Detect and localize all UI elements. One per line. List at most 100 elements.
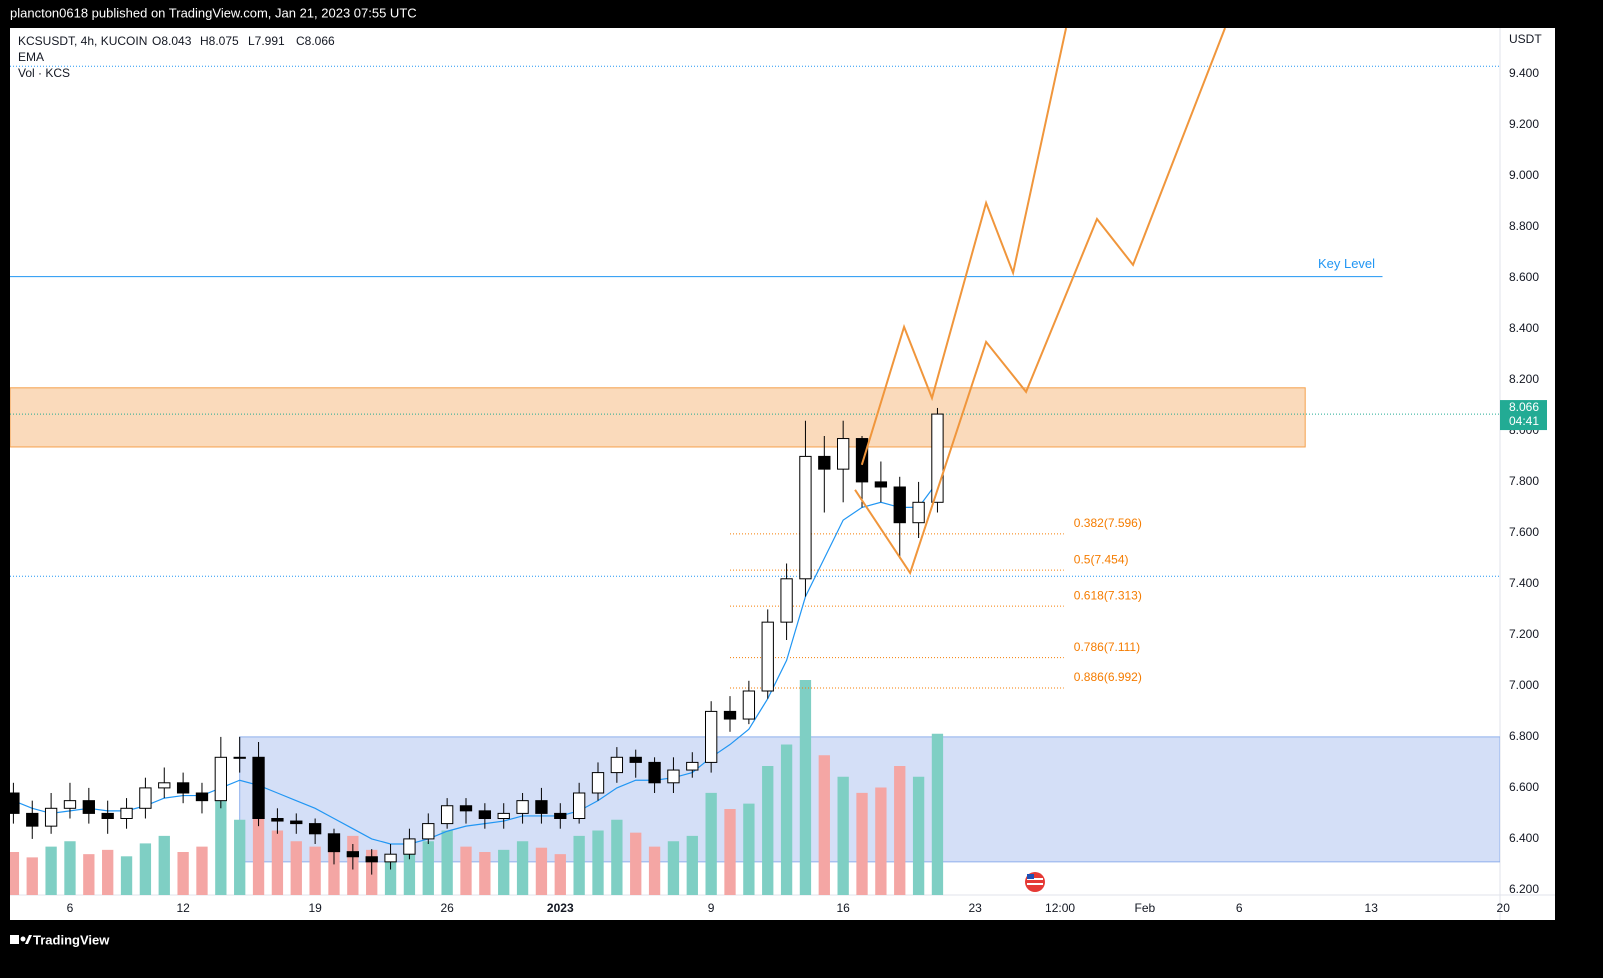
y-tick-label: 8.400 — [1509, 321, 1539, 335]
y-tick-label: 7.200 — [1509, 627, 1539, 641]
candle-body — [893, 486, 906, 524]
candle-body — [214, 756, 227, 802]
candle-body — [271, 818, 284, 822]
projection-path — [854, 28, 1226, 576]
volume-bar — [743, 803, 755, 895]
candle-body — [855, 438, 869, 483]
y-tick-label: 7.600 — [1509, 525, 1539, 539]
x-tick-label: 12:00 — [1045, 901, 1075, 915]
volume-bar — [818, 755, 830, 895]
volume-bar — [931, 733, 944, 895]
symbol: KCSUSDT, 4h, KUCOIN — [18, 34, 147, 48]
volume-bar — [403, 843, 416, 895]
y-tick-label: 9.200 — [1509, 117, 1539, 131]
ema-line — [13, 481, 938, 845]
candle-body — [290, 820, 303, 825]
y-tick-label: 8.200 — [1509, 372, 1539, 386]
volume-bar — [290, 841, 302, 895]
candle-body — [82, 800, 95, 814]
volume-bar — [875, 787, 887, 895]
indicator: EMA — [18, 50, 44, 64]
volume-bar — [705, 792, 717, 895]
candle-body — [610, 756, 624, 774]
plot — [10, 28, 1500, 895]
y-tick-label: 8.800 — [1509, 219, 1539, 233]
volume-bar — [856, 792, 868, 895]
volume-bar — [139, 843, 152, 895]
volume-bar — [83, 854, 95, 895]
volume-bar — [460, 846, 472, 895]
volume-bar — [912, 776, 925, 895]
fib-label: 0.786(7.111) — [1074, 640, 1140, 654]
brand[interactable]: TradingView — [33, 932, 110, 947]
x-tick-label: Feb — [1135, 901, 1156, 915]
volume-bar — [422, 841, 434, 895]
volume-bar — [10, 852, 20, 895]
price-tag-value: 8.066 — [1509, 400, 1539, 414]
volume-bar — [196, 846, 208, 895]
y-tick-label: 7.800 — [1509, 474, 1539, 488]
volume-bar — [554, 854, 566, 895]
price-tag-countdown: 04:41 — [1509, 414, 1539, 428]
volume-bar — [516, 841, 529, 895]
candle-body — [384, 853, 397, 863]
candle-body — [572, 792, 586, 819]
volume-bar — [630, 832, 642, 895]
candle-body — [648, 761, 661, 784]
candle-body — [837, 438, 850, 470]
x-tick-label: 19 — [308, 901, 322, 915]
volume-bar — [158, 835, 170, 895]
candle-body — [912, 501, 925, 524]
x-tick-label: 12 — [176, 901, 190, 915]
candle-body — [176, 782, 190, 794]
volume-bar — [64, 841, 76, 895]
y-tick-label: 6.200 — [1509, 882, 1539, 896]
candle-body — [252, 756, 265, 819]
ohlc-value: L7.991 — [248, 34, 285, 48]
volume-bar — [177, 852, 189, 895]
volume-bar — [234, 819, 246, 895]
candle-body — [667, 769, 680, 784]
volume-bar — [611, 819, 623, 895]
x-tick-label: 13 — [1365, 901, 1379, 915]
candle-body — [780, 578, 793, 623]
candle-body — [308, 823, 322, 835]
candle-body — [327, 833, 341, 853]
volume-bar — [441, 830, 453, 895]
volume-bar — [271, 830, 284, 895]
y-tick-label: 7.400 — [1509, 576, 1539, 590]
volume-bar — [215, 798, 227, 895]
publisher: plancton0618 published on TradingView.co… — [10, 5, 417, 20]
candle-body — [10, 792, 20, 814]
x-tick-label: 16 — [836, 901, 850, 915]
volume-bar — [252, 776, 265, 895]
candle-body — [761, 621, 774, 692]
candle-body — [233, 756, 246, 759]
candle-body — [365, 856, 378, 863]
x-tick-label: 6 — [1236, 901, 1243, 915]
x-tick-label: 9 — [708, 901, 715, 915]
x-tick-label: 2023 — [547, 901, 574, 915]
candle-body — [44, 807, 58, 827]
volume-bar — [592, 830, 604, 895]
candle-body — [26, 812, 39, 827]
candle-body — [346, 851, 360, 858]
currency: USDT — [1509, 32, 1542, 46]
y-tick-label: 8.600 — [1509, 270, 1539, 284]
fib-label: 0.382(7.596) — [1074, 516, 1142, 530]
fib-label: 0.886(6.992) — [1074, 670, 1142, 684]
candle-body — [403, 838, 416, 855]
candle-body — [478, 810, 492, 819]
volume-bar — [328, 852, 340, 895]
candle-body — [554, 812, 567, 820]
ohlc-value: H8.075 — [200, 34, 239, 48]
volume-bar — [384, 854, 397, 895]
indicator: Vol · KCS — [18, 66, 70, 80]
candle-body — [120, 807, 133, 819]
candle-body — [195, 792, 209, 802]
y-tick-label: 9.400 — [1509, 66, 1539, 80]
candle-body — [591, 772, 605, 794]
candle-body — [686, 761, 699, 771]
x-tick-label: 26 — [440, 901, 454, 915]
y-tick-label: 7.000 — [1509, 678, 1539, 692]
